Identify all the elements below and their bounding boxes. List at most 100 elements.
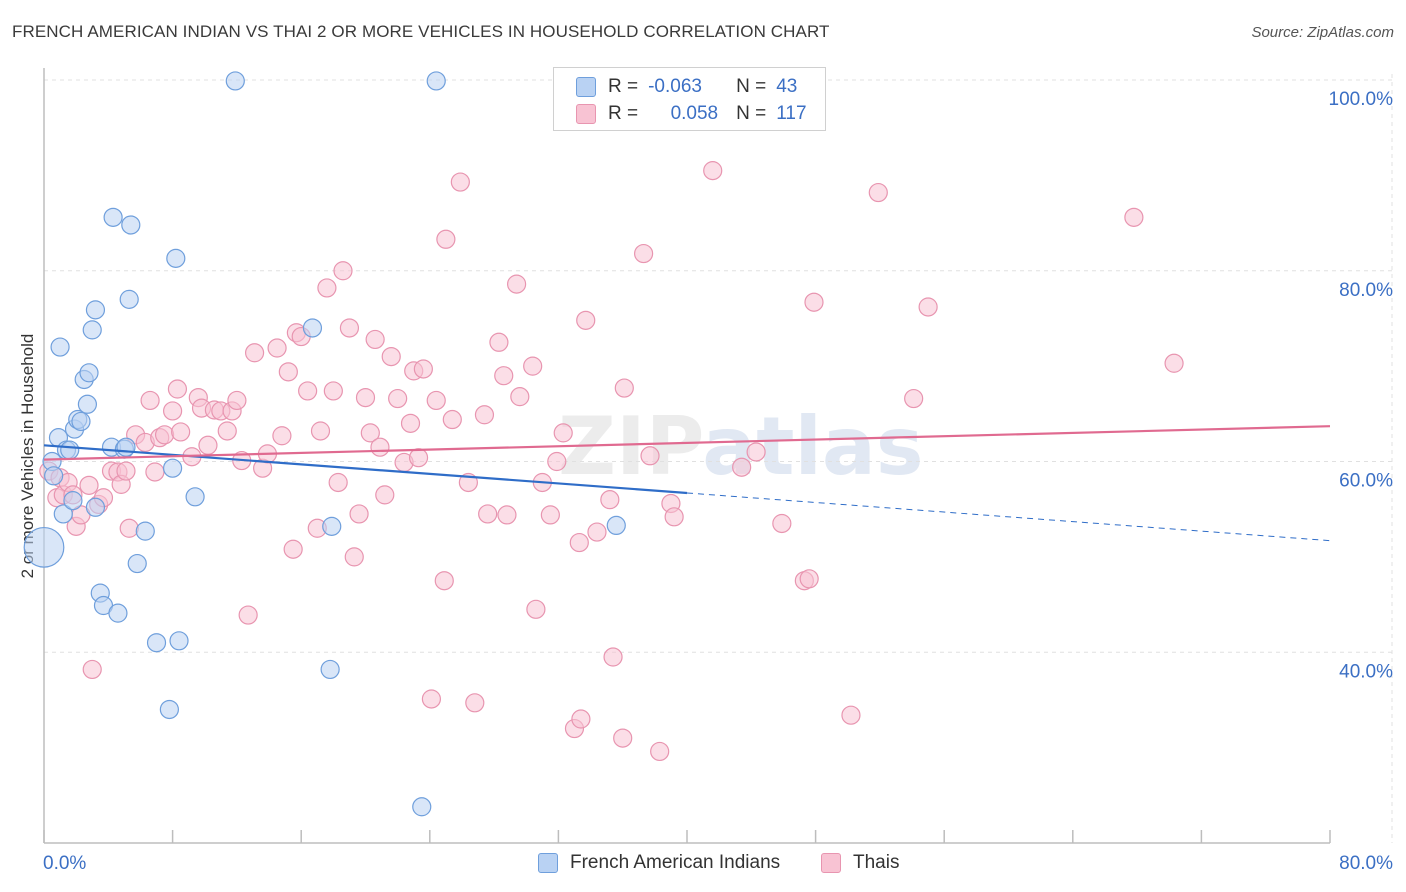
pink-data-point — [426, 390, 446, 411]
legend-r-label: R = — [608, 76, 639, 97]
legend-swatch-blue — [538, 853, 558, 873]
pink-data-point — [79, 475, 99, 495]
pink-data-point — [365, 329, 385, 350]
blue-data-point — [85, 497, 106, 517]
pink-data-point — [442, 409, 462, 430]
pink-data-point — [217, 421, 237, 441]
blue-data-point — [322, 516, 342, 536]
blue-data-point — [163, 458, 183, 478]
pink-data-point — [497, 505, 517, 525]
pink-data-point — [370, 437, 390, 457]
pink-data-point — [163, 401, 183, 421]
pink-data-point — [732, 457, 752, 477]
pink-data-point — [298, 381, 318, 401]
pink-data-point — [238, 605, 258, 625]
legend-swatch-pink — [576, 104, 596, 124]
blue-data-point — [63, 491, 83, 511]
pink-data-point — [436, 229, 456, 249]
pink-data-point — [328, 472, 348, 493]
pink-data-point — [154, 425, 175, 445]
pink-data-point — [613, 728, 633, 748]
pink-data-point — [664, 507, 684, 527]
pink-data-point — [510, 387, 530, 407]
blue-data-point — [169, 631, 189, 651]
pink-data-point — [400, 413, 421, 433]
pink-data-point — [119, 518, 139, 538]
pink-data-point — [283, 539, 303, 559]
legend-series-label: French American Indians — [570, 852, 781, 873]
blue-data-point — [146, 633, 167, 653]
legend-n-value: 117 — [776, 103, 807, 124]
blue-data-point — [119, 289, 139, 309]
pink-data-point — [145, 462, 165, 482]
pink-data-point — [278, 362, 298, 382]
pink-data-point — [489, 332, 509, 352]
pink-data-point — [804, 292, 824, 312]
legend-item-french-american-indians[interactable]: French American Indians — [538, 852, 780, 874]
blue-data-point — [53, 504, 73, 524]
blue-data-point — [103, 207, 123, 227]
pink-data-point — [746, 442, 766, 462]
legend-series-label: Thais — [853, 852, 900, 873]
y-tick-label: 60.0% — [1339, 471, 1393, 492]
legend-n-label: N = — [736, 76, 767, 97]
y-tick-label: 80.0% — [1339, 280, 1393, 301]
pink-data-point — [553, 423, 573, 443]
pink-data-point — [904, 388, 924, 409]
pink-data-point — [413, 359, 433, 379]
legend-n-value: 43 — [776, 76, 798, 97]
pink-data-point — [344, 547, 364, 567]
blue-data-point — [606, 515, 626, 536]
pink-data-point — [450, 172, 470, 192]
blue-data-point — [225, 71, 245, 91]
pink-data-point — [244, 343, 265, 363]
pink-data-point — [339, 318, 360, 338]
pink-data-point — [323, 381, 343, 401]
blue-data-point — [127, 553, 147, 574]
legend-row-pink: R = 0.058 N = 117 — [576, 102, 807, 126]
legend-n-label: N = — [736, 103, 767, 124]
pink-data-point — [333, 261, 353, 281]
pink-data-point — [918, 297, 938, 317]
pink-data-point — [465, 693, 485, 713]
pink-data-point — [614, 378, 634, 398]
blue-data-point — [85, 300, 106, 320]
pink-data-point — [272, 426, 292, 446]
blue-data-point — [23, 526, 65, 568]
pink-data-point — [650, 741, 670, 762]
pink-data-point — [772, 513, 792, 534]
pink-data-point — [523, 356, 543, 376]
legend-r-value: -0.063 — [648, 76, 702, 97]
blue-data-point — [50, 337, 70, 357]
legend-r-value: 0.058 — [670, 103, 719, 124]
legend-r-label: R = — [608, 103, 639, 124]
pink-data-point — [478, 504, 498, 524]
legend-row-blue: R = -0.063 N = 43 — [576, 75, 797, 99]
blue-data-point — [116, 437, 136, 457]
pink-trend-line — [43, 425, 1331, 461]
y-tick-label: 40.0% — [1339, 661, 1393, 682]
legend-item-thais[interactable]: Thais — [821, 852, 899, 874]
pink-data-point — [349, 504, 369, 524]
pink-data-point — [640, 446, 660, 466]
pink-data-point — [375, 485, 395, 505]
pink-data-point — [267, 338, 287, 358]
pink-data-point — [140, 390, 160, 411]
pink-data-point — [198, 435, 218, 455]
blue-data-point — [412, 797, 432, 817]
y-tick-label: 100.0% — [1329, 89, 1394, 110]
pink-data-point — [116, 461, 136, 481]
blue-data-point — [121, 215, 141, 235]
pink-data-point — [408, 448, 429, 468]
blue-data-point — [185, 487, 205, 507]
pink-data-point — [381, 346, 401, 367]
pink-data-point — [474, 405, 495, 425]
pink-data-point — [310, 421, 331, 441]
series-legend: French American Indians Thais — [0, 852, 1406, 876]
pink-data-point — [388, 388, 408, 409]
pink-data-point — [799, 569, 819, 589]
pink-data-point — [507, 274, 527, 294]
trend-lines — [43, 425, 1331, 542]
x-tick-label: 80.0% — [1339, 853, 1393, 874]
